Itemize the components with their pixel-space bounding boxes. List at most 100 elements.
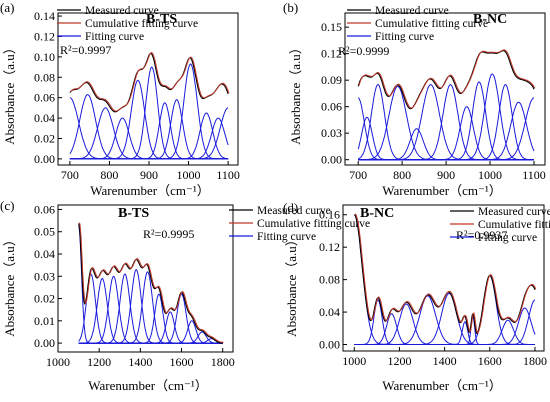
x-tick-label: 1000: [46, 355, 70, 369]
y-tick-label: 0.12: [321, 47, 342, 61]
r-squared-label: R²=0.9995: [143, 227, 194, 241]
y-tick-label: 0.06: [34, 91, 55, 105]
x-tick-label: 900: [140, 168, 158, 182]
panel-label: (c): [0, 198, 14, 213]
x-tick-label: 1100: [216, 168, 240, 182]
fitting-curve: [78, 311, 223, 344]
y-tick-label: 0.00: [34, 336, 55, 350]
fitting-curve: [78, 338, 223, 344]
chart-panel-1: 700 800 900 1000 1100 0.00 0.02 0.04 0.06 0.08 0.1…: [0, 0, 240, 198]
x-tick-label: 900: [437, 168, 455, 182]
x-tick-label: 1200: [87, 355, 111, 369]
plot-frame: [57, 12, 239, 166]
x-tick-label: 1600: [478, 354, 502, 368]
x-tick-label: 1000: [177, 168, 201, 182]
sample-label: B-NC: [473, 12, 507, 27]
fitting-curve: [354, 299, 536, 345]
legend-entry: Fitting curve: [375, 31, 434, 43]
panel-label: (a): [0, 0, 14, 15]
y-axis-title: Absorbance（a.u）: [2, 41, 17, 145]
r-squared-label: R²=0.9937: [456, 228, 507, 242]
x-axis-title: Warenumber（cm⁻¹）: [88, 378, 207, 393]
x-axis-title: Warenumber（cm⁻¹）: [382, 378, 501, 393]
y-tick-label: 0.16: [319, 208, 340, 222]
x-tick-label: 700: [61, 168, 79, 182]
x-tick-label: 1400: [433, 354, 457, 368]
y-tick-label: 0.09: [321, 73, 342, 87]
x-tick-label: 1000: [478, 168, 502, 182]
plot-area: [78, 222, 224, 344]
x-axis-title: Warenumber（cm⁻¹）: [90, 183, 209, 198]
r-squared-label: R²=0.9997: [60, 43, 111, 57]
plot-area: [353, 213, 537, 345]
x-tick-label: 1600: [170, 355, 194, 369]
r-squared-label: R²=0.9999: [338, 44, 389, 58]
x-tick-label: 800: [393, 168, 411, 182]
y-tick-label: 0.02: [34, 131, 55, 145]
legend-entry: Measured curve: [478, 206, 550, 218]
y-tick-label: 0.00: [319, 338, 340, 352]
x-tick-label: 1800: [523, 354, 547, 368]
y-tick-label: 0.03: [321, 126, 342, 140]
panel-label: (b): [283, 0, 298, 15]
sample-label: B-TS: [146, 12, 177, 27]
y-tick-label: 0.04: [319, 305, 340, 319]
y-tick-label: 0.02: [34, 292, 55, 306]
measured-curve: [69, 52, 229, 113]
y-tick-label: 0.12: [319, 240, 340, 254]
sample-label: B-TS: [118, 206, 149, 221]
y-tick-label: 0.06: [34, 202, 55, 216]
cumulative-fitting-curve: [354, 213, 537, 333]
cumulative-fitting-curve: [70, 52, 230, 112]
x-axis-title: Warenumber（cm⁻¹）: [382, 183, 501, 198]
legend-entry: Measured curve: [375, 5, 449, 17]
legend-entry: Fitting curve: [478, 232, 537, 244]
x-tick-label: 700: [349, 168, 367, 182]
x-tick-label: 800: [100, 168, 118, 182]
fitting-curve: [69, 66, 229, 160]
chart-panel-4: 1000 1200 1400 1600 1800 0.00 0.04 0.08 0.12 0.16…: [283, 200, 550, 393]
y-tick-label: 0.06: [321, 100, 342, 114]
y-tick-label: 0.14: [34, 9, 55, 23]
y-tick-label: 0.00: [34, 152, 55, 166]
fitting-curve: [69, 112, 229, 160]
x-tick-label: 1100: [522, 168, 546, 182]
y-tick-label: 0.05: [34, 225, 55, 239]
panel-label: (d): [283, 200, 298, 215]
y-axis-title: Absorbance（a.u）: [288, 41, 303, 145]
legend-entry: Fitting curve: [85, 31, 144, 43]
y-tick-label: 0.03: [34, 269, 55, 283]
plot-area: [69, 52, 230, 160]
y-tick-label: 0.08: [319, 273, 340, 287]
y-tick-label: 0.01: [34, 314, 55, 328]
legend-entry: Cumulative fitting curve: [257, 218, 370, 230]
y-axis-title: Absorbance（a.u）: [284, 233, 299, 337]
y-tick-label: 0.15: [321, 20, 342, 34]
x-tick-label: 1800: [211, 355, 235, 369]
cumulative-fitting-curve: [358, 49, 536, 109]
y-tick-label: 0.12: [34, 29, 55, 43]
x-tick-label: 1400: [128, 355, 152, 369]
legend-entry: Cumulative fitting curve: [375, 18, 488, 30]
sample-label: B-NC: [360, 206, 394, 221]
plot-area: [357, 49, 536, 161]
chart-panel-2: 700 800 900 1000 1100 0.00 0.03 0.06 0.09 0.12 0.1…: [283, 0, 546, 198]
cumulative-fitting-curve: [78, 222, 224, 343]
plot-frame: [342, 204, 545, 352]
plot-frame: [57, 204, 234, 353]
y-axis-title: Absorbance（a.u）: [2, 233, 17, 337]
x-tick-label: 1000: [342, 354, 366, 368]
fitting-curve: [354, 293, 535, 345]
chart-panel-3: 1000 1200 1400 1600 1800 0.00 0.01 0.02 0.03 0.04…: [0, 198, 370, 393]
y-tick-label: 0.04: [34, 247, 55, 261]
y-tick-label: 0.00: [321, 153, 342, 167]
legend-entry: Fitting curve: [257, 231, 316, 243]
legend-entry: Measured curve: [257, 205, 331, 217]
legend-entry: Cumulative fitting curve: [85, 18, 198, 30]
x-tick-label: 1200: [387, 354, 411, 368]
legend-entry: Cumulative fitting curve: [478, 219, 550, 231]
